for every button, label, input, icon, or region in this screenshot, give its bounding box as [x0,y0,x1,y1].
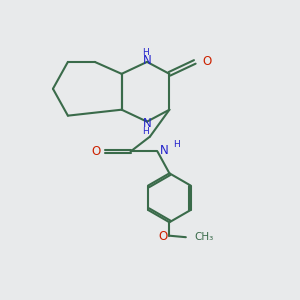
Text: N: N [143,54,152,67]
Text: O: O [202,56,212,68]
Text: CH₃: CH₃ [194,232,213,242]
Text: O: O [92,145,101,158]
Text: N: N [143,117,152,130]
Text: N: N [160,143,169,157]
Text: H: H [173,140,180,148]
Text: O: O [159,230,168,243]
Text: H: H [142,127,149,136]
Text: H: H [142,48,149,57]
